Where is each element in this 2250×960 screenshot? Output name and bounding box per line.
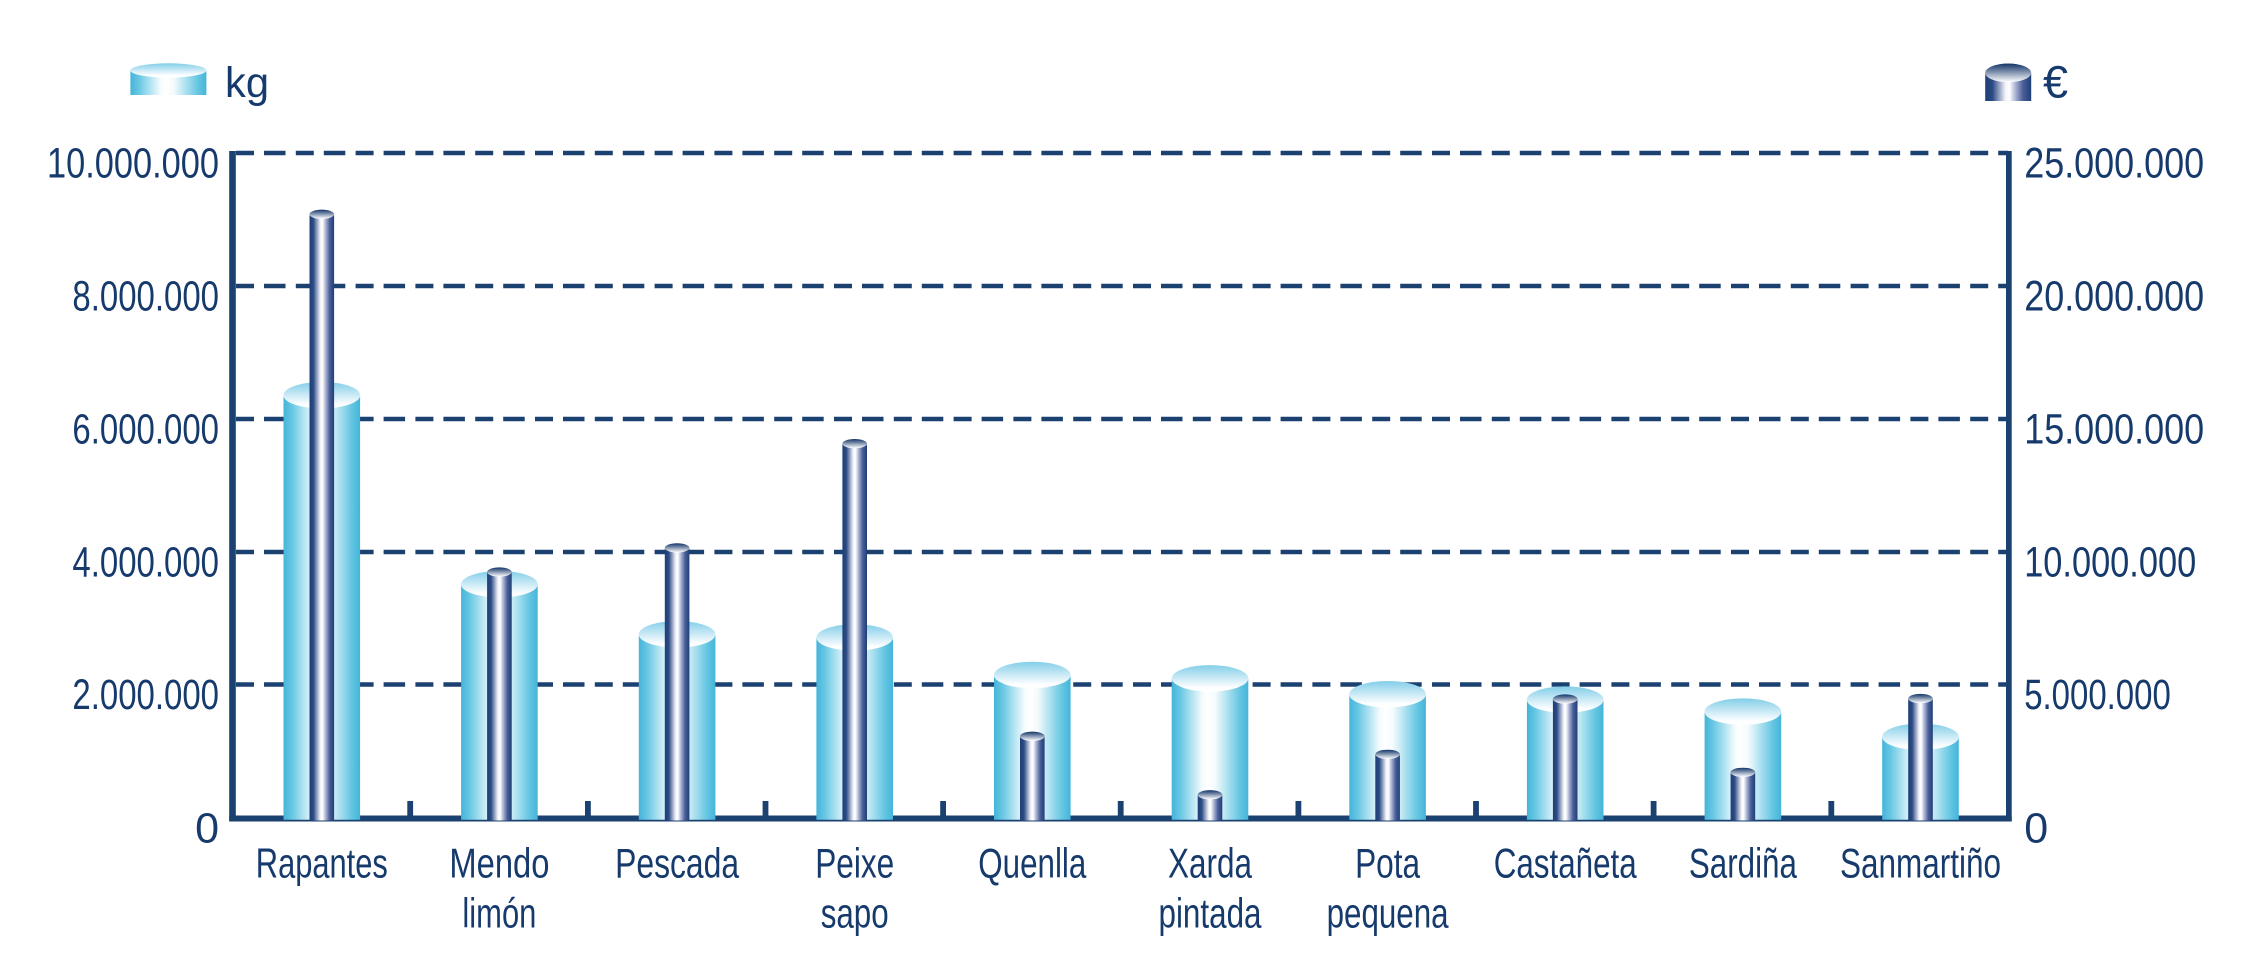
svg-text:limón: limón	[462, 890, 536, 937]
svg-text:Castañeta: Castañeta	[1494, 840, 1637, 887]
svg-text:10.000.000: 10.000.000	[47, 139, 219, 187]
svg-text:Sanmartiño: Sanmartiño	[1840, 840, 2001, 887]
svg-text:8.000.000: 8.000.000	[72, 272, 219, 320]
svg-text:pequena: pequena	[1327, 890, 1449, 937]
svg-text:Rapantes: Rapantes	[256, 840, 388, 887]
svg-text:0: 0	[195, 804, 219, 852]
svg-text:0: 0	[2024, 804, 2048, 852]
svg-text:Xarda: Xarda	[1168, 840, 1252, 887]
svg-text:Pescada: Pescada	[615, 840, 739, 887]
svg-text:pintada: pintada	[1159, 890, 1262, 937]
svg-text:4.000.000: 4.000.000	[72, 538, 219, 586]
svg-text:Pota: Pota	[1355, 840, 1420, 887]
svg-text:2.000.000: 2.000.000	[72, 671, 219, 719]
svg-text:Quenlla: Quenlla	[978, 840, 1086, 887]
svg-text:sapo: sapo	[821, 890, 889, 937]
svg-text:€: €	[2043, 56, 2068, 107]
svg-text:Peixe: Peixe	[815, 840, 894, 887]
svg-text:15.000.000: 15.000.000	[2024, 405, 2204, 453]
svg-text:Mendo: Mendo	[449, 840, 549, 887]
svg-text:Sardiña: Sardiña	[1689, 840, 1797, 887]
svg-text:25.000.000: 25.000.000	[2024, 139, 2204, 187]
svg-text:6.000.000: 6.000.000	[72, 405, 219, 453]
svg-text:10.000.000: 10.000.000	[2024, 538, 2196, 586]
svg-text:5.000.000: 5.000.000	[2024, 671, 2171, 719]
svg-text:kg: kg	[225, 59, 269, 107]
svg-text:20.000.000: 20.000.000	[2024, 272, 2204, 320]
